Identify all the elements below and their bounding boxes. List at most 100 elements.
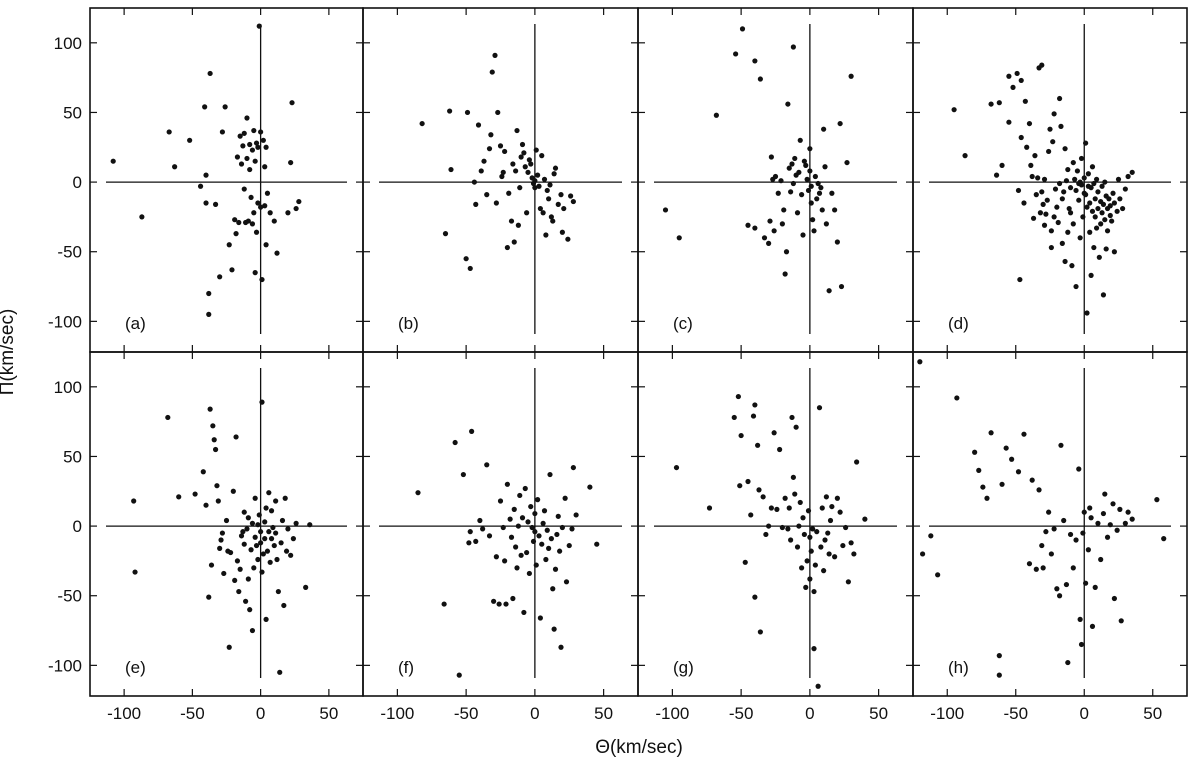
data-point	[1081, 175, 1087, 181]
data-point	[766, 523, 772, 529]
data-point	[993, 172, 1000, 178]
data-point	[1095, 189, 1101, 195]
y-tick-label: -100	[48, 656, 82, 675]
data-point	[1006, 119, 1012, 125]
data-point	[251, 127, 257, 134]
data-point	[805, 508, 812, 514]
data-point	[1109, 218, 1115, 224]
y-tick-label: 100	[54, 34, 82, 53]
data-point	[1076, 197, 1082, 203]
data-point	[288, 159, 294, 166]
data-point	[1125, 173, 1131, 180]
data-point	[1046, 148, 1052, 155]
data-point	[293, 205, 299, 212]
data-point	[229, 267, 235, 273]
data-point	[1125, 509, 1131, 515]
data-point	[192, 491, 198, 497]
data-point	[587, 484, 593, 490]
data-point	[799, 192, 805, 198]
data-point	[517, 185, 523, 191]
data-point	[226, 644, 232, 650]
data-point	[279, 517, 286, 524]
data-point	[547, 471, 553, 478]
y-tick-label: 100	[54, 378, 82, 397]
data-point	[808, 548, 814, 554]
x-tick-label: -100	[930, 704, 964, 723]
data-point	[837, 509, 843, 515]
data-point	[1033, 566, 1039, 572]
data-point	[1117, 506, 1123, 512]
data-point	[255, 144, 261, 150]
x-tick-label: -50	[454, 704, 479, 723]
data-point	[290, 536, 296, 542]
data-point	[1047, 126, 1053, 132]
data-point	[807, 168, 813, 174]
data-point	[804, 176, 810, 182]
data-point	[1048, 228, 1054, 234]
data-point	[594, 541, 600, 547]
data-point	[256, 23, 262, 29]
data-point	[245, 218, 251, 224]
data-point	[823, 221, 829, 227]
data-point	[268, 508, 275, 514]
data-point	[815, 180, 821, 187]
panel-frame	[912, 351, 1188, 697]
data-point	[243, 598, 249, 604]
data-point	[766, 240, 772, 246]
data-point	[1077, 235, 1083, 241]
data-point	[777, 446, 783, 453]
y-tick-label: 50	[63, 103, 82, 122]
x-tick-label: 0	[256, 704, 265, 723]
data-point	[816, 190, 823, 196]
data-point	[262, 203, 268, 209]
data-point	[249, 520, 256, 526]
data-point	[1065, 659, 1071, 666]
data-point	[1107, 522, 1113, 528]
data-point	[1115, 176, 1122, 182]
data-point	[1089, 208, 1096, 214]
data-point	[1098, 221, 1104, 227]
data-point	[559, 229, 565, 235]
data-point	[1111, 249, 1117, 255]
data-point	[203, 200, 209, 206]
data-point	[811, 588, 817, 595]
data-point	[935, 572, 941, 578]
data-point	[264, 190, 271, 196]
data-point	[1056, 95, 1063, 102]
data-point	[522, 164, 528, 170]
data-point	[248, 547, 254, 553]
data-point	[541, 176, 548, 182]
data-point	[535, 497, 541, 503]
data-point	[525, 169, 531, 175]
panel-c: (c)	[637, 7, 914, 353]
data-point	[273, 498, 279, 504]
data-point	[493, 554, 499, 560]
data-point	[543, 556, 549, 563]
data-point	[1044, 197, 1050, 203]
data-point	[818, 544, 824, 550]
data-point	[917, 359, 923, 365]
data-point	[840, 542, 846, 549]
data-point	[1062, 258, 1068, 265]
data-point	[1066, 205, 1072, 212]
data-point	[165, 414, 171, 421]
data-point	[537, 615, 543, 621]
data-point	[848, 73, 854, 79]
data-point	[805, 187, 812, 194]
data-point	[521, 609, 527, 616]
data-point	[1087, 200, 1093, 206]
panel-frame	[362, 351, 639, 697]
x-tick-label: 0	[805, 704, 814, 723]
data-point	[1081, 509, 1087, 515]
panel-h: -100 -50 0 50 (h)	[912, 351, 1188, 723]
data-point	[767, 218, 773, 224]
panel-label: (g)	[673, 658, 694, 677]
data-point	[812, 562, 818, 568]
x-tick-label: -100	[107, 704, 141, 723]
data-point	[452, 439, 458, 446]
data-point	[1111, 200, 1117, 206]
data-point	[232, 577, 238, 584]
data-point	[247, 166, 253, 173]
data-point	[796, 169, 802, 175]
data-point	[504, 244, 510, 251]
